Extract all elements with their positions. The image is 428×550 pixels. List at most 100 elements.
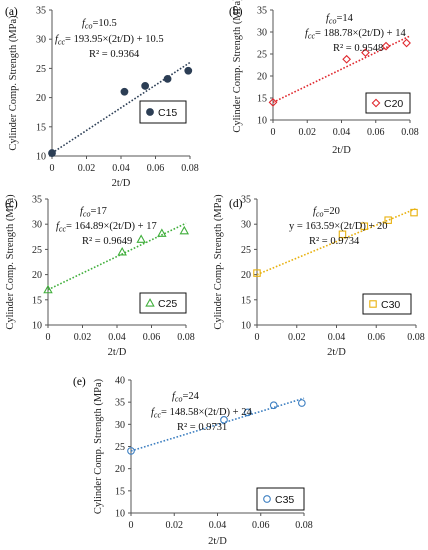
- y-tick-label: 15: [32, 295, 42, 306]
- legend-marker: [369, 300, 377, 308]
- x-axis-title: 2t/D: [327, 347, 346, 358]
- data-point: [220, 416, 228, 424]
- x-tick-label: 0: [46, 332, 51, 343]
- data-point: [163, 75, 172, 83]
- data-point: [127, 447, 135, 455]
- r-squared-annotation: R² = 0.9364: [89, 49, 140, 60]
- y-tick-label: 30: [257, 28, 267, 39]
- y-tick-label: 35: [32, 195, 42, 206]
- y-tick-label: 20: [32, 270, 42, 281]
- y-axis-title: Cylinder Comp. Strength (MPa): [213, 194, 224, 330]
- data-point: [253, 269, 261, 277]
- legend-marker: [371, 98, 381, 108]
- data-point: [338, 230, 347, 239]
- r-squared-annotation: R² = 0.9734: [309, 236, 360, 247]
- x-tick-label: 0.08: [295, 520, 313, 531]
- y-axis-title: Cylinder Comp. Strength (MPa): [93, 378, 104, 514]
- equation-annotation: fcc= 148.58×(2t/D) + 24: [151, 407, 252, 420]
- x-axis-title: 2t/D: [208, 536, 227, 547]
- y-tick-label: 10: [115, 509, 125, 520]
- x-tick-label: 0.08: [177, 332, 195, 343]
- y-tick-label: 15: [36, 122, 46, 133]
- y-tick-label: 35: [115, 398, 125, 409]
- data-point: [136, 234, 146, 243]
- legend-box: [139, 100, 187, 124]
- x-tick-label: 0.02: [166, 520, 184, 531]
- trendline: [256, 207, 417, 276]
- x-tick-label: 0.06: [367, 127, 385, 138]
- legend-label: C25: [158, 298, 177, 310]
- x-tick-label: 0.08: [181, 163, 199, 174]
- legend-marker: [145, 298, 155, 307]
- panel-label: (e): [73, 376, 86, 388]
- data-point: [268, 98, 278, 107]
- x-tick-label: 0.04: [328, 332, 346, 343]
- chart-panel-e: (e) 10 15 20 25 30 35 40 0 0.02 0.04 0.06 0.08 2t/D Cy…: [73, 376, 313, 548]
- data-point: [43, 284, 53, 294]
- y-axis-title: Cylinder Comp. Strength (MPa): [8, 15, 19, 151]
- data-point: [269, 401, 278, 410]
- x-tick-label: 0: [271, 127, 276, 138]
- data-point: [360, 222, 369, 230]
- data-point: [117, 246, 127, 256]
- panel-label: (c): [5, 198, 18, 210]
- panel-label: (d): [229, 198, 243, 210]
- fco-annotation: fco=17: [80, 206, 107, 219]
- y-tick-label: 15: [115, 486, 125, 497]
- y-tick-label: 40: [115, 376, 125, 387]
- x-tick-label: 0: [255, 332, 260, 343]
- y-tick-label: 15: [241, 295, 251, 306]
- x-tick-label: 0.04: [112, 163, 130, 174]
- x-tick-label: 0.02: [78, 163, 96, 174]
- data-point: [184, 66, 193, 75]
- y-tick-label: 30: [32, 220, 42, 231]
- data-point: [410, 208, 418, 217]
- data-point: [384, 216, 392, 224]
- trendline: [130, 397, 305, 452]
- x-tick-label: 0.02: [299, 127, 317, 138]
- y-tick-label: 20: [36, 93, 46, 104]
- data-point: [141, 82, 150, 90]
- chart-panel-d: (d) 10 15 20 25 30 35 0 0.02 0.04 0.06 0.08 2t/D Cyli…: [213, 194, 425, 358]
- y-tick-label: 25: [115, 442, 125, 453]
- y-tick-label: 30: [36, 35, 46, 46]
- y-tick-label: 25: [241, 245, 251, 256]
- y-tick-label: 10: [36, 152, 46, 163]
- legend-box: [139, 292, 187, 314]
- x-tick-label: 0.02: [288, 332, 306, 343]
- x-tick-label: 0.04: [108, 332, 126, 343]
- data-point: [48, 149, 56, 157]
- x-axis-title: 2t/D: [112, 178, 131, 189]
- y-tick-label: 25: [257, 50, 267, 61]
- r-squared-annotation: R² = 0.9649: [82, 236, 132, 247]
- x-tick-label: 0.02: [74, 332, 92, 343]
- legend-label: C20: [384, 98, 403, 110]
- y-tick-label: 10: [257, 116, 267, 127]
- data-point: [342, 54, 352, 64]
- equation-annotation: fcc= 193.95×(2t/D) + 10.5: [55, 34, 164, 47]
- r-squared-annotation: R² = 0.9731: [177, 422, 227, 433]
- x-tick-label: 0.08: [401, 127, 419, 138]
- data-point: [381, 41, 391, 51]
- equation-annotation: fcc= 188.78×(2t/D) + 14: [305, 28, 406, 41]
- x-tick-label: 0: [129, 520, 134, 531]
- fco-annotation: fco=20: [313, 206, 340, 219]
- y-tick-label: 15: [257, 94, 267, 105]
- y-tick-label: 25: [36, 64, 46, 75]
- data-point: [179, 225, 190, 235]
- equation-annotation: y = 163.59×(2t/D) + 20: [289, 221, 388, 232]
- trendline: [272, 35, 411, 104]
- data-point: [243, 408, 252, 417]
- panel-label: (b): [229, 6, 243, 18]
- chart-panel-b: (b) 10 15 20 25 30 35 0 0.02 0.04 0.06 0.08 2t/D Cyli…: [229, 0, 419, 156]
- legend-box: [362, 293, 412, 315]
- data-point: [157, 228, 167, 237]
- x-axis-title: 2t/D: [108, 347, 127, 358]
- r-squared-annotation: R² = 0.9548: [333, 43, 383, 54]
- chart-panel-c: (c) 10 15 20 25 30 35 0 0.02 0.04 0.06 0.08 2t/D Cyli…: [5, 194, 195, 358]
- x-axis-title: 2t/D: [332, 145, 351, 156]
- fco-annotation: fco=24: [172, 391, 200, 404]
- x-tick-label: 0: [50, 163, 55, 174]
- y-tick-label: 30: [241, 220, 251, 231]
- x-tick-label: 0.08: [407, 332, 425, 343]
